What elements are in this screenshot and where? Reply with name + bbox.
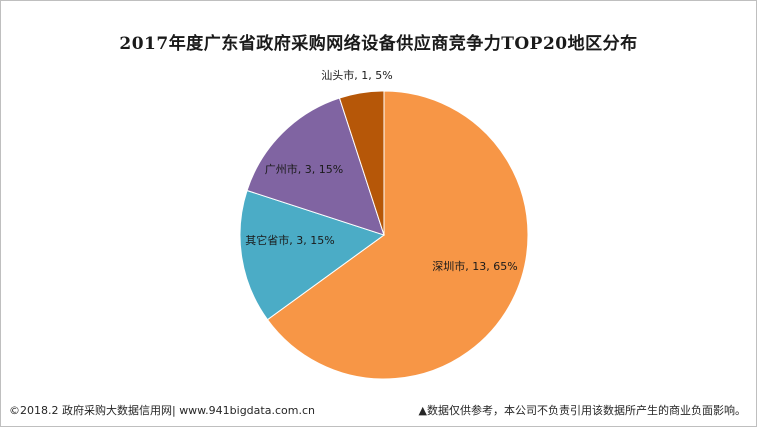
pie-slice-2 [246, 97, 385, 236]
footer-copyright: ©2018.2 政府采购大数据信用网| www.941bigdata.com.c… [9, 404, 315, 417]
pie-slice-3 [338, 90, 385, 236]
pie-label-3: 汕头市, 1, 5% [321, 68, 392, 82]
pie-labels: 深圳市, 13, 65% 其它省市, 3, 15% 广州市, 3, 15% 汕头市, … [245, 68, 517, 273]
footer-disclaimer: ▲数据仅供参考，本公司不负责引用该数据所产生的商业负面影响。 [418, 404, 746, 417]
pie-label-2: 广州市, 3, 15% [265, 162, 343, 176]
pie-label-1: 其它省市, 3, 15% [245, 233, 334, 247]
chart-title: 2017年度广东省政府采购网络设备供应商竞争力TOP20地区分布 [119, 34, 638, 54]
pie-slices [239, 90, 529, 380]
pie-slice-0 [266, 90, 529, 380]
pie-label-0: 深圳市, 13, 65% [432, 259, 517, 273]
pie-slice-1 [239, 189, 386, 321]
